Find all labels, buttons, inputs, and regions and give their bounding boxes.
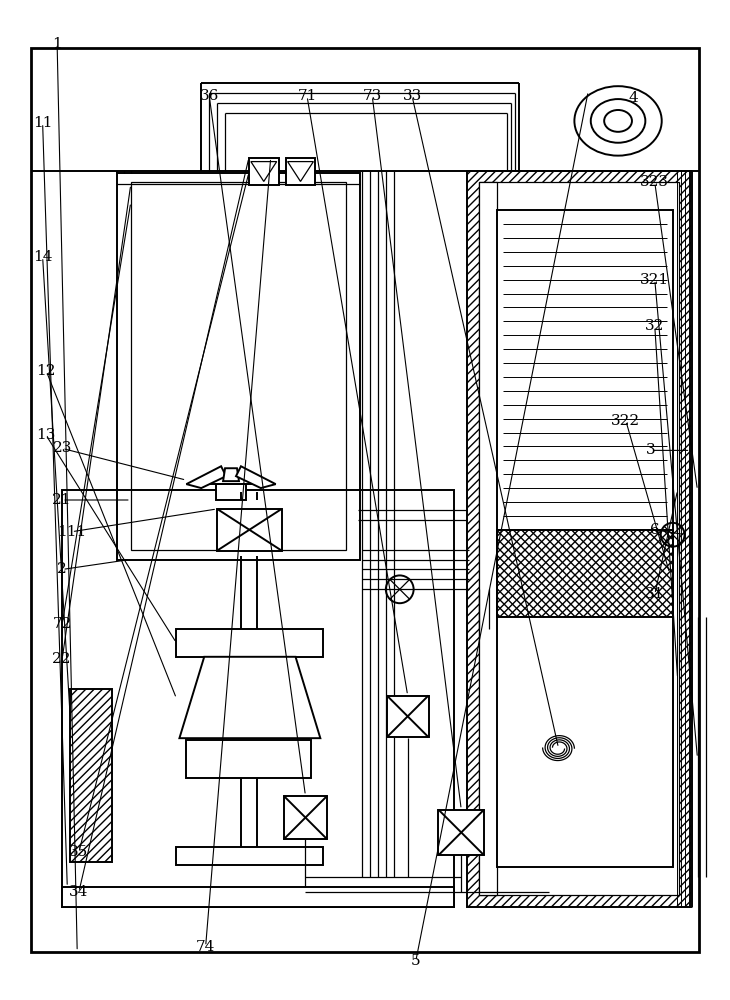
Bar <box>62 887 454 907</box>
Text: 31: 31 <box>645 587 664 601</box>
Text: 13: 13 <box>36 428 56 442</box>
Bar <box>285 158 315 185</box>
Bar <box>497 617 672 867</box>
Polygon shape <box>251 162 277 181</box>
Text: 2: 2 <box>58 562 67 576</box>
Bar <box>70 689 112 862</box>
Polygon shape <box>236 466 276 488</box>
Text: 36: 36 <box>199 89 219 103</box>
Text: 71: 71 <box>297 89 317 103</box>
Text: 4: 4 <box>629 91 638 105</box>
Bar <box>479 182 497 895</box>
Text: 22: 22 <box>53 652 72 666</box>
Polygon shape <box>288 162 313 181</box>
Bar <box>62 490 454 907</box>
Text: 72: 72 <box>53 617 72 631</box>
Text: 32: 32 <box>645 319 664 333</box>
Text: 23: 23 <box>53 441 72 455</box>
Text: 21: 21 <box>53 493 72 507</box>
Text: 12: 12 <box>36 364 56 378</box>
Text: 14: 14 <box>33 250 53 264</box>
Text: 6: 6 <box>650 523 660 537</box>
Polygon shape <box>186 466 226 488</box>
Text: 33: 33 <box>402 89 422 103</box>
Text: 1: 1 <box>53 37 62 51</box>
Text: 73: 73 <box>363 89 382 103</box>
Text: 323: 323 <box>640 175 669 189</box>
Text: 74: 74 <box>196 940 215 954</box>
Bar <box>479 182 679 895</box>
Bar <box>117 173 360 560</box>
Bar <box>131 182 346 550</box>
Text: 111: 111 <box>57 525 86 539</box>
Bar <box>387 696 429 737</box>
Bar <box>186 740 312 778</box>
Text: 34: 34 <box>69 885 88 899</box>
Bar <box>284 796 327 839</box>
Bar <box>497 210 672 530</box>
Polygon shape <box>180 657 320 738</box>
Text: 35: 35 <box>69 845 88 859</box>
Bar <box>439 810 484 855</box>
Bar <box>497 530 672 617</box>
Text: 321: 321 <box>640 273 669 287</box>
Bar <box>177 629 323 657</box>
Bar <box>467 171 691 907</box>
Bar <box>217 509 282 551</box>
Text: 3: 3 <box>646 443 656 457</box>
Bar <box>497 530 672 617</box>
Text: 5: 5 <box>411 954 420 968</box>
Polygon shape <box>223 468 239 481</box>
Text: 11: 11 <box>33 116 53 130</box>
Bar <box>249 158 279 185</box>
Bar <box>216 484 246 500</box>
Bar <box>177 847 323 865</box>
Text: 322: 322 <box>611 414 640 428</box>
